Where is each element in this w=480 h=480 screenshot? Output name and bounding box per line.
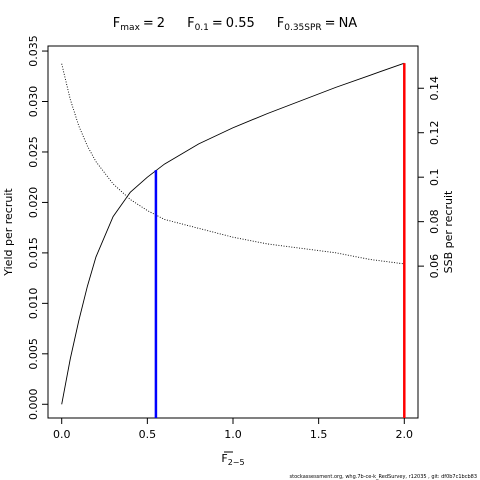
series-line xyxy=(61,63,405,265)
y-tick-label: 0.020 xyxy=(27,187,40,219)
x-label-subscript: 2−5 xyxy=(228,458,245,467)
title-symbol: F xyxy=(113,16,120,31)
y2-tick-label: 0.12 xyxy=(428,120,441,145)
x-axis-label: F2−5 xyxy=(221,452,244,467)
title-operator: = xyxy=(143,16,154,31)
title-value: 2 xyxy=(157,16,165,31)
y-tick-label: 0.035 xyxy=(27,35,40,67)
x-tick-label: 0.5 xyxy=(139,428,157,441)
y2-tick-label: 0.1 xyxy=(428,168,441,186)
y-tick-label: 0.025 xyxy=(27,136,40,168)
title-subscript: 0.35SPR xyxy=(284,23,321,33)
x-tick-label: 2.0 xyxy=(396,428,414,441)
x-label-symbol: F xyxy=(221,452,227,465)
y2-tick-label: 0.14 xyxy=(428,76,441,101)
y-tick-label: 0.005 xyxy=(27,338,40,370)
y-tick-label: 0.010 xyxy=(27,288,40,320)
series-line xyxy=(61,62,405,405)
title-operator: = xyxy=(325,16,336,31)
title-value: 0.55 xyxy=(226,16,255,31)
y-tick-label: 0.000 xyxy=(27,389,40,421)
x-tick-label: 1.0 xyxy=(224,428,242,441)
title-subscript: max xyxy=(120,23,140,33)
title-subscript: 0.1 xyxy=(195,23,209,33)
title-symbol: F xyxy=(187,16,194,31)
title-value: NA xyxy=(339,16,358,31)
footer: stockassessment.org, whg.7b-ce-k_RedSurv… xyxy=(290,474,477,480)
y2-tick-label: 0.08 xyxy=(428,209,441,234)
title-symbol: F xyxy=(277,16,284,31)
chart-title: Fmax = 2 F0.1 = 0.55 F0.35SPR = NA xyxy=(113,16,358,33)
y-tick-label: 0.030 xyxy=(27,86,40,118)
title-operator: = xyxy=(212,16,223,31)
plot-frame xyxy=(47,45,419,419)
x-tick-label: 1.5 xyxy=(310,428,328,441)
x-tick-label: 0.0 xyxy=(53,428,71,441)
y2-tick-label: 0.06 xyxy=(428,254,441,279)
y2-axis-label: SSB per recruit xyxy=(442,190,455,273)
y-axis-label: Yield per recruit xyxy=(2,188,15,277)
y-tick-label: 0.015 xyxy=(27,237,40,268)
